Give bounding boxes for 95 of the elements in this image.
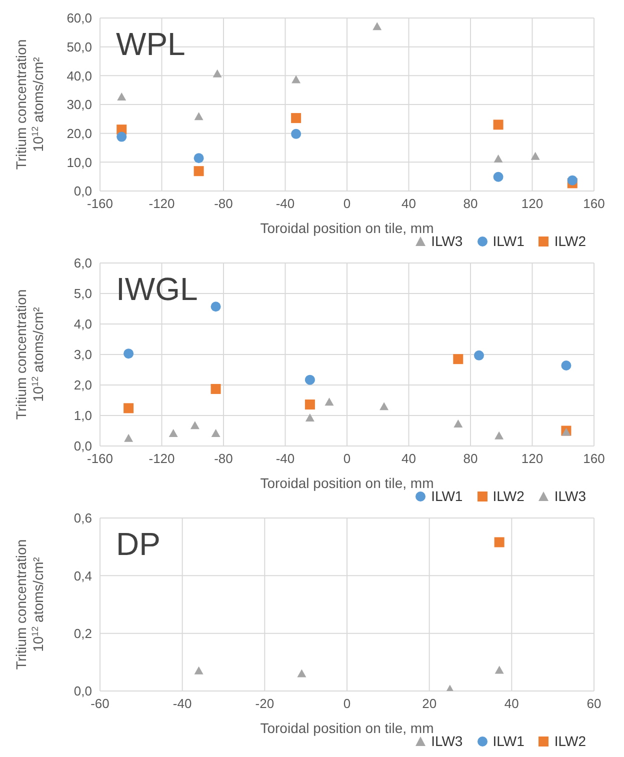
point [494, 431, 504, 440]
point [292, 75, 301, 84]
point [494, 537, 504, 548]
point [453, 354, 464, 364]
point [305, 413, 314, 422]
x-axis-title: Toroidal position on tile, mm [260, 220, 434, 236]
point [304, 400, 315, 410]
y-tick-label: 0,0 [74, 438, 92, 454]
point [117, 92, 126, 101]
point [168, 428, 178, 437]
x-tick-label: -60 [90, 696, 110, 712]
y-tick-label: 20,0 [66, 126, 92, 141]
chart-title: IWGL [116, 271, 198, 308]
x-tick-label: -160 [86, 196, 114, 212]
legend-label: ILW2 [553, 233, 586, 249]
y-tick-label: 4,0 [74, 316, 92, 332]
x-tick-label: 60 [586, 696, 602, 712]
y-tick-label: 0,2 [74, 626, 92, 641]
x-tick-label: 0 [343, 451, 351, 466]
point [493, 120, 504, 130]
legend-label: ILW3 [430, 233, 463, 249]
x-tick-label: -40 [172, 696, 192, 712]
x-tick-label: -160 [86, 451, 114, 466]
x-axis-title: Toroidal position on tile, mm [260, 720, 434, 736]
point [291, 128, 302, 139]
x-tick-label: -20 [255, 696, 274, 712]
point [454, 420, 463, 428]
point [116, 132, 127, 142]
legend-label: ILW1 [492, 733, 524, 749]
legend-label: ILW2 [492, 488, 524, 504]
y-tick-label: 1,0 [74, 408, 92, 424]
legend-label: ILW3 [553, 488, 586, 504]
point [304, 374, 315, 385]
point [124, 348, 134, 359]
point [372, 22, 382, 30]
point [210, 302, 221, 312]
legend-label: ILW1 [492, 233, 524, 249]
x-tick-label: 40 [402, 196, 416, 212]
point [493, 172, 504, 182]
y-tick-label: 10,0 [66, 154, 92, 170]
y-tick-label: 0,0 [74, 184, 92, 199]
point [194, 166, 204, 176]
point [561, 360, 572, 370]
point [210, 384, 221, 394]
x-tick-label: -120 [148, 196, 175, 212]
x-tick-label: 40 [402, 451, 416, 466]
x-tick-label: -40 [276, 451, 295, 466]
point [124, 403, 134, 414]
legend-label: ILW1 [430, 488, 463, 504]
y-tick-label: 5,0 [74, 286, 92, 302]
x-tick-label: 40 [504, 696, 519, 712]
y-tick-label: 6,0 [74, 256, 92, 271]
point [324, 398, 334, 406]
y-tick-label: 0,0 [74, 684, 92, 699]
point [194, 112, 204, 120]
x-tick-label: 0 [343, 696, 351, 712]
point [211, 428, 220, 437]
point [530, 152, 540, 160]
x-tick-label: -40 [276, 196, 295, 212]
point [124, 434, 134, 442]
x-tick-label: 20 [422, 696, 437, 712]
legend-label: ILW3 [430, 733, 463, 749]
x-tick-label: 0 [343, 196, 351, 212]
chart-title: WPL [116, 26, 186, 63]
y-tick-label: 50,0 [66, 39, 92, 54]
point [291, 113, 302, 124]
point [212, 69, 222, 78]
x-tick-label: -80 [214, 451, 233, 466]
y-tick-label: 2,0 [74, 378, 92, 393]
x-tick-label: 80 [463, 196, 478, 212]
x-tick-label: -80 [214, 196, 233, 212]
y-tick-label: 40,0 [66, 68, 92, 84]
y-tick-label: 3,0 [74, 347, 92, 362]
point [297, 669, 306, 678]
point [474, 350, 484, 360]
legend-label: ILW2 [553, 733, 586, 749]
x-tick-label: 80 [463, 451, 478, 466]
point [190, 421, 200, 430]
x-tick-label: 120 [521, 451, 544, 466]
chart-title: DP [116, 526, 160, 563]
x-tick-label: -120 [148, 451, 175, 466]
point [194, 153, 204, 164]
y-tick-label: 0,4 [74, 568, 92, 584]
point [567, 175, 578, 186]
y-tick-label: 0,6 [74, 510, 92, 526]
x-tick-label: 160 [583, 196, 605, 212]
y-tick-label: 60,0 [66, 10, 92, 26]
x-tick-label: 120 [521, 196, 544, 212]
point [380, 402, 389, 410]
point [494, 666, 504, 674]
point [194, 666, 204, 674]
point [494, 154, 503, 162]
x-axis-title: Toroidal position on tile, mm [260, 475, 434, 491]
y-tick-label: 30,0 [66, 97, 92, 112]
x-tick-label: 160 [583, 451, 605, 466]
